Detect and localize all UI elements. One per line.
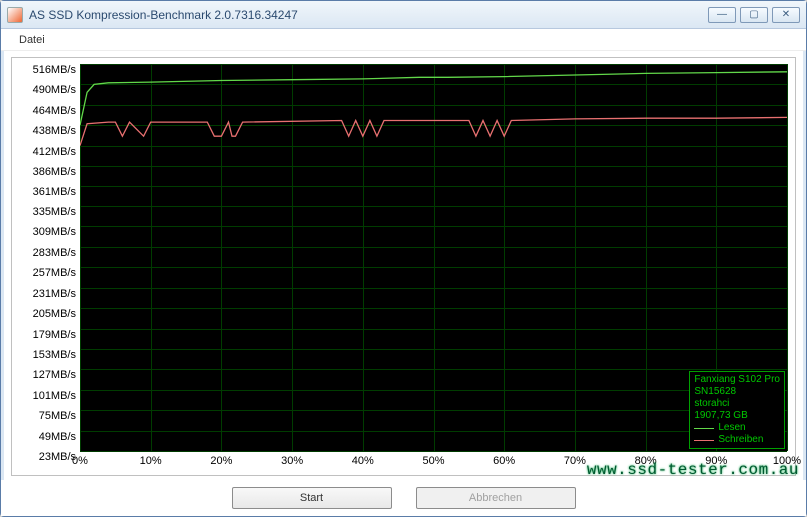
x-tick-label: 10%	[140, 455, 162, 467]
y-tick-label: 283MB/s	[33, 247, 76, 259]
x-tick-label: 60%	[493, 455, 515, 467]
y-tick-label: 490MB/s	[33, 84, 76, 96]
legend-read-label: Lesen	[718, 422, 745, 434]
legend-capacity: 1907,73 GB	[694, 410, 780, 422]
app-icon	[7, 7, 23, 23]
abort-button[interactable]: Abbrechen	[416, 487, 576, 509]
x-tick-label: 70%	[564, 455, 586, 467]
legend-read-row: Lesen	[694, 422, 780, 434]
y-tick-label: 49MB/s	[39, 431, 76, 443]
legend-driver: storahci	[694, 398, 780, 410]
y-axis-labels: 516MB/s 490MB/s 464MB/s 438MB/s 412MB/s 386MB…	[12, 64, 80, 451]
y-tick-label: 516MB/s	[33, 64, 76, 76]
button-bar: Start Abbrechen	[1, 480, 806, 516]
window-controls: — ▢ ✕	[708, 7, 800, 23]
x-tick-label: 0%	[72, 455, 88, 467]
window-title: AS SSD Kompression-Benchmark 2.0.7316.34…	[29, 8, 708, 22]
y-tick-label: 101MB/s	[33, 390, 76, 402]
plot-area: Fanxiang S102 Pro SN15628 storahci 1907,…	[80, 64, 787, 451]
y-tick-label: 335MB/s	[33, 206, 76, 218]
menubar: Datei	[1, 29, 806, 51]
x-tick-label: 50%	[422, 455, 444, 467]
y-tick-label: 438MB/s	[33, 125, 76, 137]
y-tick-label: 127MB/s	[33, 369, 76, 381]
legend-model: Fanxiang S102 Pro	[694, 374, 780, 386]
legend-write-swatch	[694, 440, 714, 441]
chart-svg	[80, 64, 787, 451]
legend-write-label: Schreiben	[718, 434, 763, 446]
y-tick-label: 153MB/s	[33, 349, 76, 361]
write-line	[80, 117, 787, 145]
y-tick-label: 23MB/s	[39, 451, 76, 463]
y-tick-label: 361MB/s	[33, 186, 76, 198]
y-tick-label: 412MB/s	[33, 146, 76, 158]
legend-read-swatch	[694, 428, 714, 429]
menu-datei[interactable]: Datei	[11, 32, 53, 48]
minimize-button[interactable]: —	[708, 7, 736, 23]
legend-box: Fanxiang S102 Pro SN15628 storahci 1907,…	[689, 371, 785, 449]
y-tick-label: 179MB/s	[33, 329, 76, 341]
legend-write-row: Schreiben	[694, 434, 780, 446]
y-tick-label: 231MB/s	[33, 288, 76, 300]
x-tick-label: 20%	[210, 455, 232, 467]
close-button[interactable]: ✕	[772, 7, 800, 23]
y-tick-label: 386MB/s	[33, 166, 76, 178]
y-tick-label: 309MB/s	[33, 226, 76, 238]
maximize-button[interactable]: ▢	[740, 7, 768, 23]
start-button[interactable]: Start	[232, 487, 392, 509]
y-tick-label: 464MB/s	[33, 105, 76, 117]
legend-serial: SN15628	[694, 386, 780, 398]
x-tick-label: 30%	[281, 455, 303, 467]
y-tick-label: 205MB/s	[33, 308, 76, 320]
x-tick-label: 40%	[352, 455, 374, 467]
read-line	[80, 72, 787, 125]
watermark: www.ssd-tester.com.au	[587, 461, 799, 479]
chart-panel: 516MB/s 490MB/s 464MB/s 438MB/s 412MB/s 386MB…	[11, 57, 796, 476]
y-tick-label: 75MB/s	[39, 410, 76, 422]
app-window: AS SSD Kompression-Benchmark 2.0.7316.34…	[0, 0, 807, 517]
y-tick-label: 257MB/s	[33, 267, 76, 279]
titlebar: AS SSD Kompression-Benchmark 2.0.7316.34…	[1, 1, 806, 29]
